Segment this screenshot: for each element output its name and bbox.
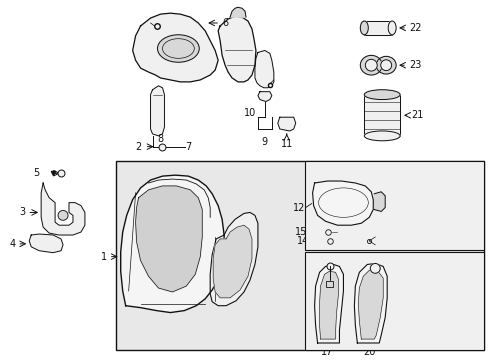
- Ellipse shape: [360, 55, 382, 75]
- Text: 12: 12: [293, 203, 305, 212]
- Ellipse shape: [364, 90, 399, 100]
- Text: 3: 3: [19, 207, 25, 217]
- Polygon shape: [121, 175, 224, 312]
- Text: 11: 11: [280, 139, 292, 149]
- Bar: [364, 95, 399, 136]
- Bar: [116, 161, 483, 350]
- Polygon shape: [354, 264, 386, 343]
- Polygon shape: [41, 183, 85, 235]
- Text: 15: 15: [295, 227, 307, 237]
- Text: 4: 4: [9, 239, 15, 249]
- Circle shape: [58, 211, 68, 220]
- Bar: [364, 95, 399, 136]
- Bar: [364, 21, 391, 35]
- Polygon shape: [218, 16, 255, 82]
- Text: 23: 23: [408, 60, 421, 70]
- Text: 6: 6: [222, 18, 228, 28]
- Text: 1: 1: [101, 252, 106, 262]
- Polygon shape: [135, 186, 202, 292]
- Polygon shape: [29, 234, 63, 253]
- Bar: [325, 281, 333, 287]
- Text: 10: 10: [243, 108, 255, 118]
- Polygon shape: [373, 192, 385, 211]
- Ellipse shape: [365, 59, 376, 71]
- Text: 22: 22: [408, 23, 421, 33]
- Ellipse shape: [157, 35, 199, 62]
- Text: 9: 9: [261, 137, 267, 147]
- Bar: [304, 252, 483, 350]
- Bar: [325, 281, 333, 287]
- Text: 5: 5: [33, 168, 39, 178]
- Polygon shape: [257, 92, 271, 102]
- Polygon shape: [358, 270, 383, 339]
- Ellipse shape: [364, 131, 399, 141]
- Ellipse shape: [360, 21, 367, 35]
- Text: 8: 8: [157, 134, 163, 144]
- Polygon shape: [312, 181, 372, 225]
- Polygon shape: [254, 50, 273, 88]
- Text: 19: 19: [395, 260, 407, 270]
- Text: 14: 14: [297, 236, 309, 246]
- Polygon shape: [150, 86, 164, 136]
- Text: 17: 17: [321, 347, 333, 357]
- Polygon shape: [230, 7, 245, 17]
- Polygon shape: [319, 271, 338, 339]
- Polygon shape: [314, 265, 343, 343]
- Ellipse shape: [375, 57, 395, 74]
- Polygon shape: [132, 13, 218, 82]
- Text: 20: 20: [363, 347, 375, 357]
- Text: 2: 2: [135, 142, 142, 152]
- Text: 7: 7: [185, 142, 191, 152]
- Text: 21: 21: [410, 110, 423, 120]
- Text: 18: 18: [323, 290, 335, 300]
- Polygon shape: [213, 225, 251, 298]
- Bar: [304, 161, 483, 250]
- Polygon shape: [277, 117, 295, 131]
- Text: 16: 16: [390, 236, 403, 246]
- Ellipse shape: [387, 21, 395, 35]
- Polygon shape: [210, 212, 257, 306]
- Text: 13: 13: [398, 195, 410, 206]
- Circle shape: [369, 264, 380, 273]
- Ellipse shape: [380, 60, 391, 71]
- Bar: [364, 21, 391, 35]
